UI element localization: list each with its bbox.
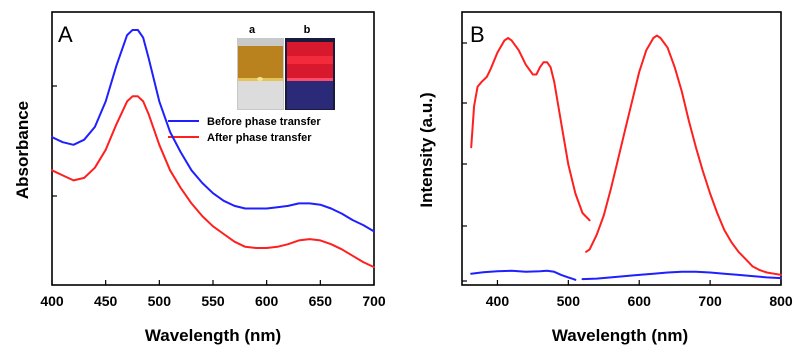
panel-a-x-tick-label: 500 (148, 293, 172, 309)
panel-b-letter: B (470, 22, 485, 47)
panel-a-marks: 400 450 500 550 600 650 700 (40, 29, 386, 309)
panel-a-x-tick-label: 450 (94, 293, 118, 309)
panel-b-series-line-3 (581, 270, 782, 281)
panel-b-marks: 400 500 600 700 800 (462, 34, 793, 309)
panel-a-x-tick-label: 550 (201, 293, 225, 309)
panel-a: A a b Before phase transfer (13, 11, 386, 345)
panel-b-x-tick-label: 700 (698, 293, 722, 309)
panel-a-y-axis-title: Absorbance (13, 101, 32, 199)
panel-a-x-tick-label: 700 (362, 293, 386, 309)
panel-a-x-tick-label: 600 (255, 293, 279, 309)
panel-a-series-line-0 (51, 29, 375, 233)
panel-a-letter: A (58, 22, 73, 47)
panel-b-series-line-1 (585, 34, 782, 276)
vial-b (285, 38, 335, 110)
panel-a-x-tick-label: 400 (40, 293, 64, 309)
panel-b-x-tick-label: 500 (557, 293, 581, 309)
inset-photo: a b (237, 24, 335, 110)
panel-a-series-line-1 (51, 95, 375, 269)
panel-b-x-tick-label: 600 (628, 293, 652, 309)
inset-label-b: b (304, 24, 311, 36)
panel-a-x-axis-title: Wavelength (nm) (145, 326, 281, 345)
legend-label-before: Before phase transfer (207, 116, 321, 128)
panel-b: B 400 500 600 700 800 Wavelength (nm) Intens… (417, 11, 793, 345)
panel-b-x-tick-label: 800 (769, 293, 793, 309)
panel-b-series-line-2 (470, 269, 577, 281)
legend: Before phase transfer After phase transf… (168, 116, 321, 144)
panel-b-x-axis-title: Wavelength (nm) (552, 326, 688, 345)
vial-a (237, 38, 284, 110)
legend-label-after: After phase transfer (207, 132, 312, 144)
panel-a-x-tick-label: 650 (309, 293, 333, 309)
panel-b-y-axis-title: Intensity (a.u.) (417, 92, 436, 207)
panel-b-frame (461, 11, 782, 286)
inset-label-a: a (249, 24, 256, 36)
panel-b-x-tick-label: 400 (486, 293, 510, 309)
panel-b-series-line-0 (470, 37, 591, 222)
